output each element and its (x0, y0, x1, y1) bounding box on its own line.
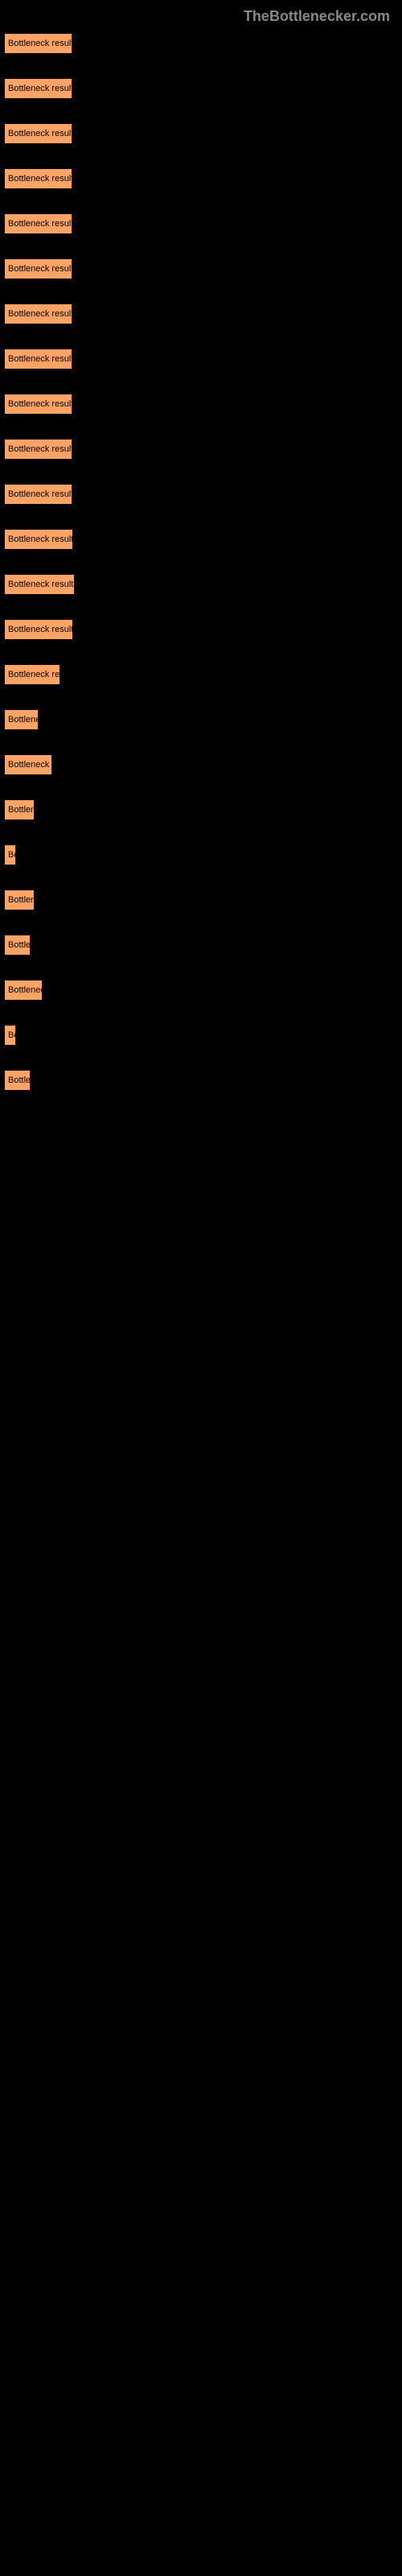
bar-item[interactable]: Bottleneck result (4, 258, 72, 279)
header: TheBottlenecker.com (0, 0, 402, 33)
bar-item[interactable]: Bottlene (4, 709, 39, 730)
bar-label: Bo (8, 1030, 16, 1040)
bar-label: Bottleneck re (8, 670, 59, 679)
bar-row: Bottle (4, 935, 398, 956)
bar-row: Bottleneck re (4, 664, 398, 685)
bar-item[interactable]: Bottleneck result (4, 168, 72, 189)
bar-item[interactable]: Bo (4, 1025, 16, 1046)
bar-row: Bottlen (4, 890, 398, 910)
bar-row: Bottleneck result (4, 258, 398, 279)
bar-label: Bottleneck result (8, 39, 72, 48)
bar-label: Bottleneck result (8, 84, 72, 93)
bar-item[interactable]: Bottleneck result (4, 303, 72, 324)
bar-item[interactable]: Bottleneck result (4, 349, 72, 369)
bar-row: Bottleneck result (4, 439, 398, 460)
bar-label: Bo (8, 850, 16, 860)
bar-label: Bottleneck result (8, 129, 72, 138)
bar-label: Bottleneck result (8, 580, 73, 589)
bar-row: Bottleneck result (4, 78, 398, 99)
bar-label: Bottlenec (8, 985, 43, 995)
bar-item[interactable]: Bottlenec (4, 980, 43, 1001)
bar-row: Bottlen (4, 799, 398, 820)
bar-label: Bottleneck result (8, 354, 72, 364)
bar-row: Bottleneck result (4, 574, 398, 595)
bar-label: Bottlen (8, 805, 35, 815)
bar-row: Bottleneck result (4, 303, 398, 324)
bar-row: Bottleneck result (4, 33, 398, 54)
bar-label: Bottleneck result (8, 174, 72, 184)
bar-item[interactable]: Bottleneck result (4, 574, 75, 595)
bar-label: Bottleneck result (8, 309, 72, 319)
site-title: TheBottlenecker.com (244, 8, 390, 24)
bar-row: Bottleneck r (4, 754, 398, 775)
bar-row: Bo (4, 1025, 398, 1046)
bar-item[interactable]: Bottleneck result (4, 529, 73, 550)
bar-row: Bottleneck result (4, 394, 398, 415)
bar-chart: Bottleneck result Bottleneck result Bott… (0, 33, 402, 1091)
bar-row: Bottleneck result (4, 168, 398, 189)
bar-label: Bottleneck result (8, 489, 72, 499)
bar-label: Bottleneck result (8, 444, 72, 454)
bar-item[interactable]: Bottleneck result (4, 439, 72, 460)
bar-row: Bottleneck result (4, 123, 398, 144)
bar-label: Bottlene (8, 715, 39, 724)
bar-item[interactable]: Bottle (4, 1070, 31, 1091)
bar-item[interactable]: Bottlen (4, 890, 35, 910)
bar-row: Bottleneck result (4, 349, 398, 369)
bar-item[interactable]: Bottleneck re (4, 664, 60, 685)
bar-label: Bottleneck result (8, 219, 72, 229)
bar-item[interactable]: Bottleneck result (4, 213, 72, 234)
bar-row: Bo (4, 844, 398, 865)
bar-row: Bottleneck result (4, 529, 398, 550)
bar-item[interactable]: Bottleneck result (4, 123, 72, 144)
bar-item[interactable]: Bottle (4, 935, 31, 956)
bar-label: Bottleneck r (8, 760, 52, 770)
bar-label: Bottleneck result (8, 264, 72, 274)
bar-label: Bottle (8, 940, 31, 950)
bar-row: Bottle (4, 1070, 398, 1091)
bar-row: Bottlenec (4, 980, 398, 1001)
bar-item[interactable]: Bottleneck result (4, 484, 72, 505)
bar-label: Bottlen (8, 895, 35, 905)
bar-label: Bottle (8, 1075, 31, 1085)
bar-item[interactable]: Bo (4, 844, 16, 865)
bar-row: Bottleneck result (4, 213, 398, 234)
bar-row: Bottleneck result (4, 619, 398, 640)
bar-item[interactable]: Bottleneck result (4, 394, 72, 415)
bar-item[interactable]: Bottleneck result (4, 78, 72, 99)
bar-row: Bottlene (4, 709, 398, 730)
bar-item[interactable]: Bottleneck r (4, 754, 52, 775)
bar-item[interactable]: Bottleneck result (4, 619, 73, 640)
bar-label: Bottleneck result (8, 399, 72, 409)
bar-label: Bottleneck result (8, 535, 73, 544)
bar-item[interactable]: Bottlen (4, 799, 35, 820)
bar-row: Bottleneck result (4, 484, 398, 505)
bar-item[interactable]: Bottleneck result (4, 33, 72, 54)
bar-label: Bottleneck result (8, 625, 73, 634)
